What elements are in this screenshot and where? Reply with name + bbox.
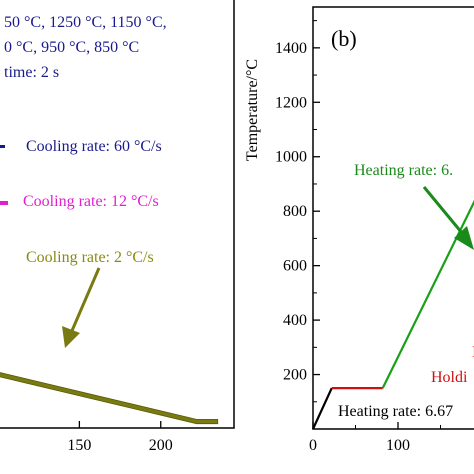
panel-b-annotation-hold-1: I <box>472 344 474 361</box>
panel-b-annotation-heating-green: Heating rate: 6. <box>354 162 453 179</box>
panel-b: (b) Temperature/°C 200400600800100012001… <box>244 6 474 454</box>
panel-a-annotation-60: Cooling rate: 60 °C/s <box>26 138 162 155</box>
panel-b-y-tick-label: 200 <box>283 367 307 384</box>
panel-b-y-tick-label: 400 <box>283 312 307 329</box>
panel-b-x-tick-label: 0 <box>309 437 317 454</box>
panel-b-y-tick-label: 1000 <box>275 149 307 166</box>
panel-b-y-tick-label: 1400 <box>275 40 307 57</box>
panel-a-x-tick-label: 200 <box>149 437 173 454</box>
panel-b-y-tick-label: 600 <box>283 258 307 275</box>
panel-b-y-axis: 200 400 600 800 1000 1200 1400 <box>275 20 320 403</box>
panel-a-marker-12 <box>0 201 8 205</box>
panel-b-arrow <box>422 186 474 250</box>
panel-a-annotation-2: Cooling rate: 2 °C/s <box>26 249 154 266</box>
panel-b-segment-3 <box>381 199 474 389</box>
panel-b-y-axis-label: Temperature/°C <box>244 59 261 161</box>
panel-b-y-tick-label: 1200 <box>275 94 307 111</box>
panel-b-segment-1 <box>311 387 333 430</box>
panel-a-header-line-3: time: 2 s <box>4 64 59 81</box>
panel-a-annotation-12: Cooling rate: 12 °C/s <box>23 193 159 210</box>
panel-b-x-tick-label: 100 <box>386 437 410 454</box>
panel-b-annotation-hold-2: Holdi <box>431 369 468 386</box>
panel-b-label: (b) <box>331 26 357 51</box>
panel-a-header-line-1: 50 °C, 1250 °C, 1150 °C, <box>4 14 167 31</box>
panel-b-x-axis: 0 100 <box>309 422 441 454</box>
panel-a-cooling-band-2 <box>0 372 219 425</box>
panel-a-frame <box>0 0 235 429</box>
panel-a: 150 200 50 °C, 1250 °C, 1150 °C, 0 °C, 95… <box>0 0 235 454</box>
panel-a-header-line-2: 0 °C, 950 °C, 850 °C <box>4 39 139 56</box>
panel-a-marker-60 <box>0 145 5 148</box>
panel-b-y-tick-label: 800 <box>283 203 307 220</box>
panel-a-arrow <box>62 267 101 348</box>
panel-a-x-tick-label: 150 <box>67 437 91 454</box>
panel-a-x-axis: 150 200 <box>67 421 173 454</box>
panel-b-annotation-heating-black: Heating rate: 6.67 <box>338 403 453 420</box>
panel-b-series <box>311 199 474 430</box>
